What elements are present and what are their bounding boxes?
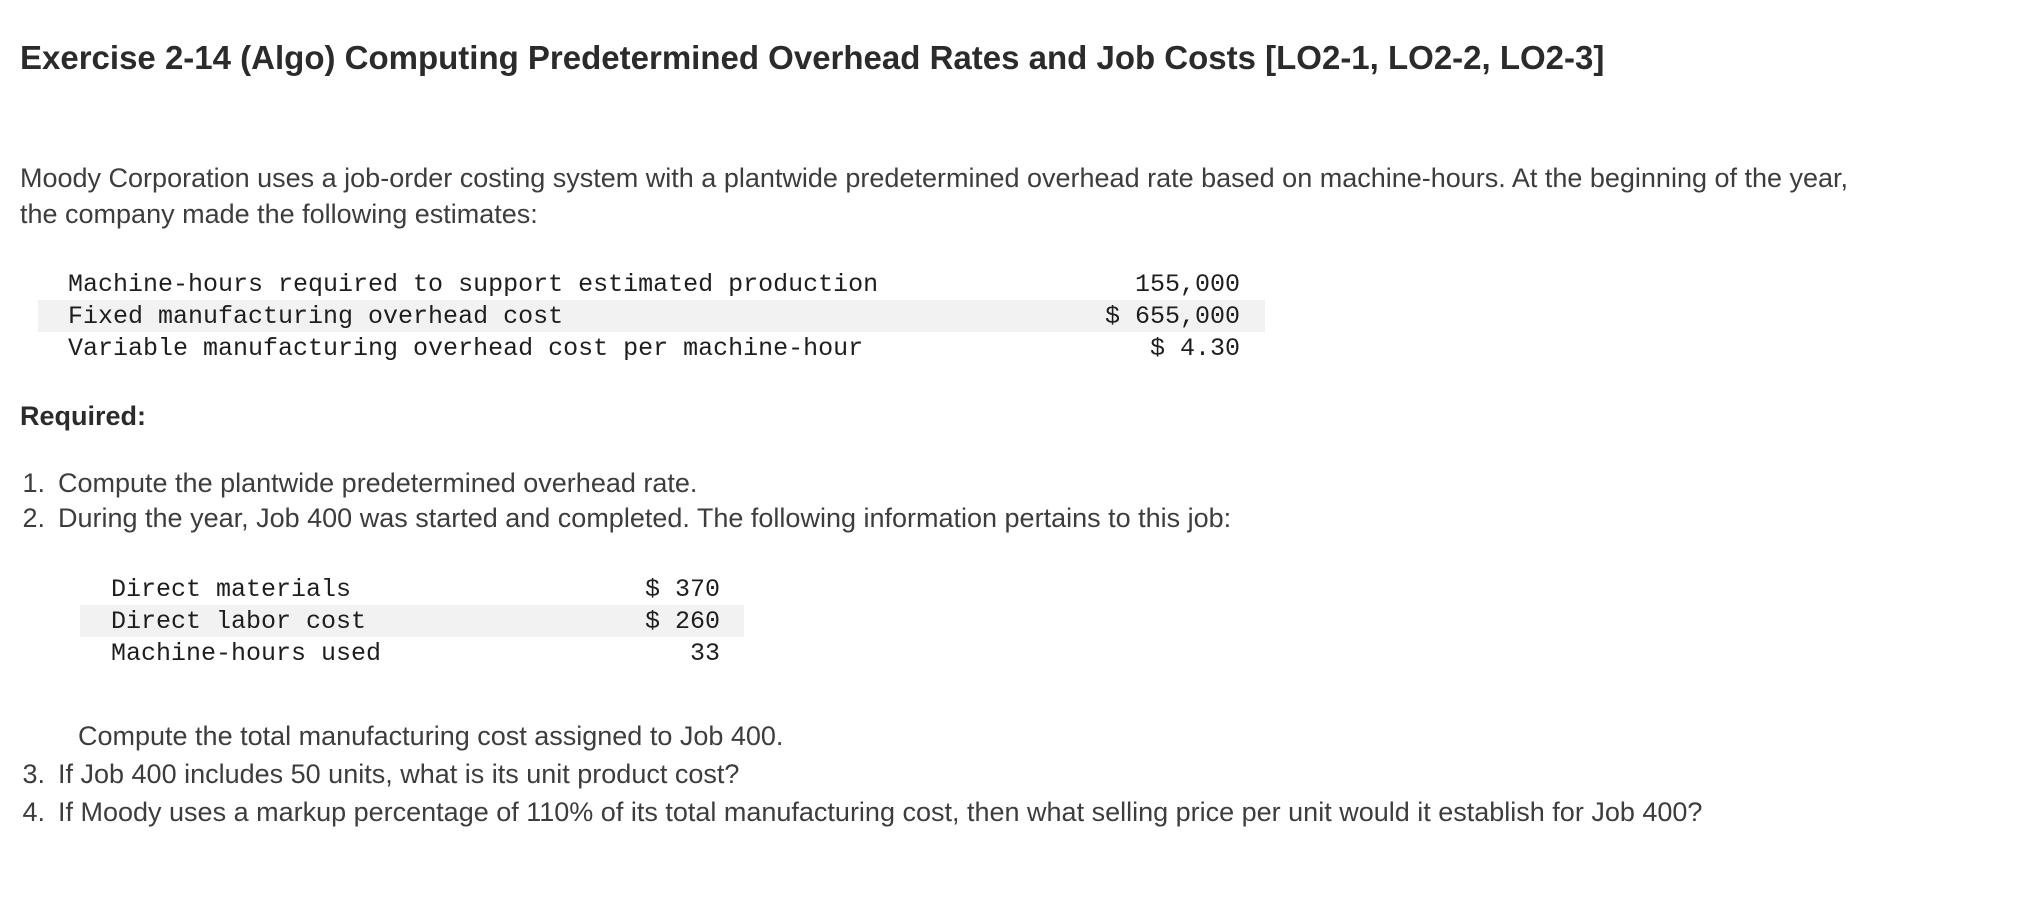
row-value: $ 4.30 [1149, 333, 1240, 363]
exercise-page: Exercise 2-14 (Algo) Computing Predeterm… [0, 36, 2038, 830]
row-label: Direct materials [111, 574, 352, 604]
row-label: Machine-hours required to support estima… [68, 269, 879, 299]
requirement-number: 3. [22, 759, 45, 789]
estimates-table: Machine-hours required to support estima… [38, 268, 1265, 364]
row-value: $ 260 [644, 606, 720, 636]
row-label: Variable manufacturing overhead cost per… [68, 333, 864, 363]
required-heading: Required: [20, 401, 147, 431]
job-note: Compute the total manufacturing cost ass… [78, 721, 784, 751]
job-cost-table: Direct materials $ 370 Direct labor cost… [80, 573, 744, 669]
table-row: Direct materials $ 370 [80, 573, 744, 605]
requirement-item: 1. Compute the plantwide predetermined o… [20, 466, 2018, 501]
table-row: Variable manufacturing overhead cost per… [38, 332, 1265, 364]
table-row: Fixed manufacturing overhead cost $ 655,… [38, 300, 1265, 332]
requirement-number: 1. [22, 468, 45, 498]
requirement-item: 2. During the year, Job 400 was started … [20, 501, 2018, 536]
intro-paragraph: Moody Corporation uses a job-order costi… [20, 163, 1849, 229]
row-value: $ 370 [644, 574, 720, 604]
requirements-list-bottom: 3. If Job 400 includes 50 units, what is… [20, 756, 2018, 830]
row-label: Direct labor cost [111, 606, 367, 636]
requirement-text: If Job 400 includes 50 units, what is it… [58, 759, 740, 789]
requirement-text: During the year, Job 400 was started and… [58, 503, 1232, 533]
table-row: Direct labor cost $ 260 [80, 605, 744, 637]
requirement-item: 4. If Moody uses a markup percentage of … [20, 794, 2018, 830]
requirement-text: Compute the plantwide predetermined over… [58, 468, 698, 498]
row-label: Fixed manufacturing overhead cost [68, 301, 564, 331]
requirement-item: 3. If Job 400 includes 50 units, what is… [20, 756, 2018, 792]
requirements-list: 1. Compute the plantwide predetermined o… [20, 466, 2018, 536]
row-value: 155,000 [1134, 269, 1240, 299]
requirement-text: If Moody uses a markup percentage of 110… [58, 797, 1703, 827]
requirement-number: 2. [22, 503, 45, 533]
table-row: Machine-hours used 33 [80, 637, 744, 669]
row-value: $ 655,000 [1104, 301, 1240, 331]
row-label: Machine-hours used [111, 638, 382, 668]
requirement-number: 4. [22, 797, 45, 827]
row-value: 33 [689, 638, 720, 668]
page-title: Exercise 2-14 (Algo) Computing Predeterm… [20, 39, 1605, 76]
table-row: Machine-hours required to support estima… [38, 268, 1265, 300]
